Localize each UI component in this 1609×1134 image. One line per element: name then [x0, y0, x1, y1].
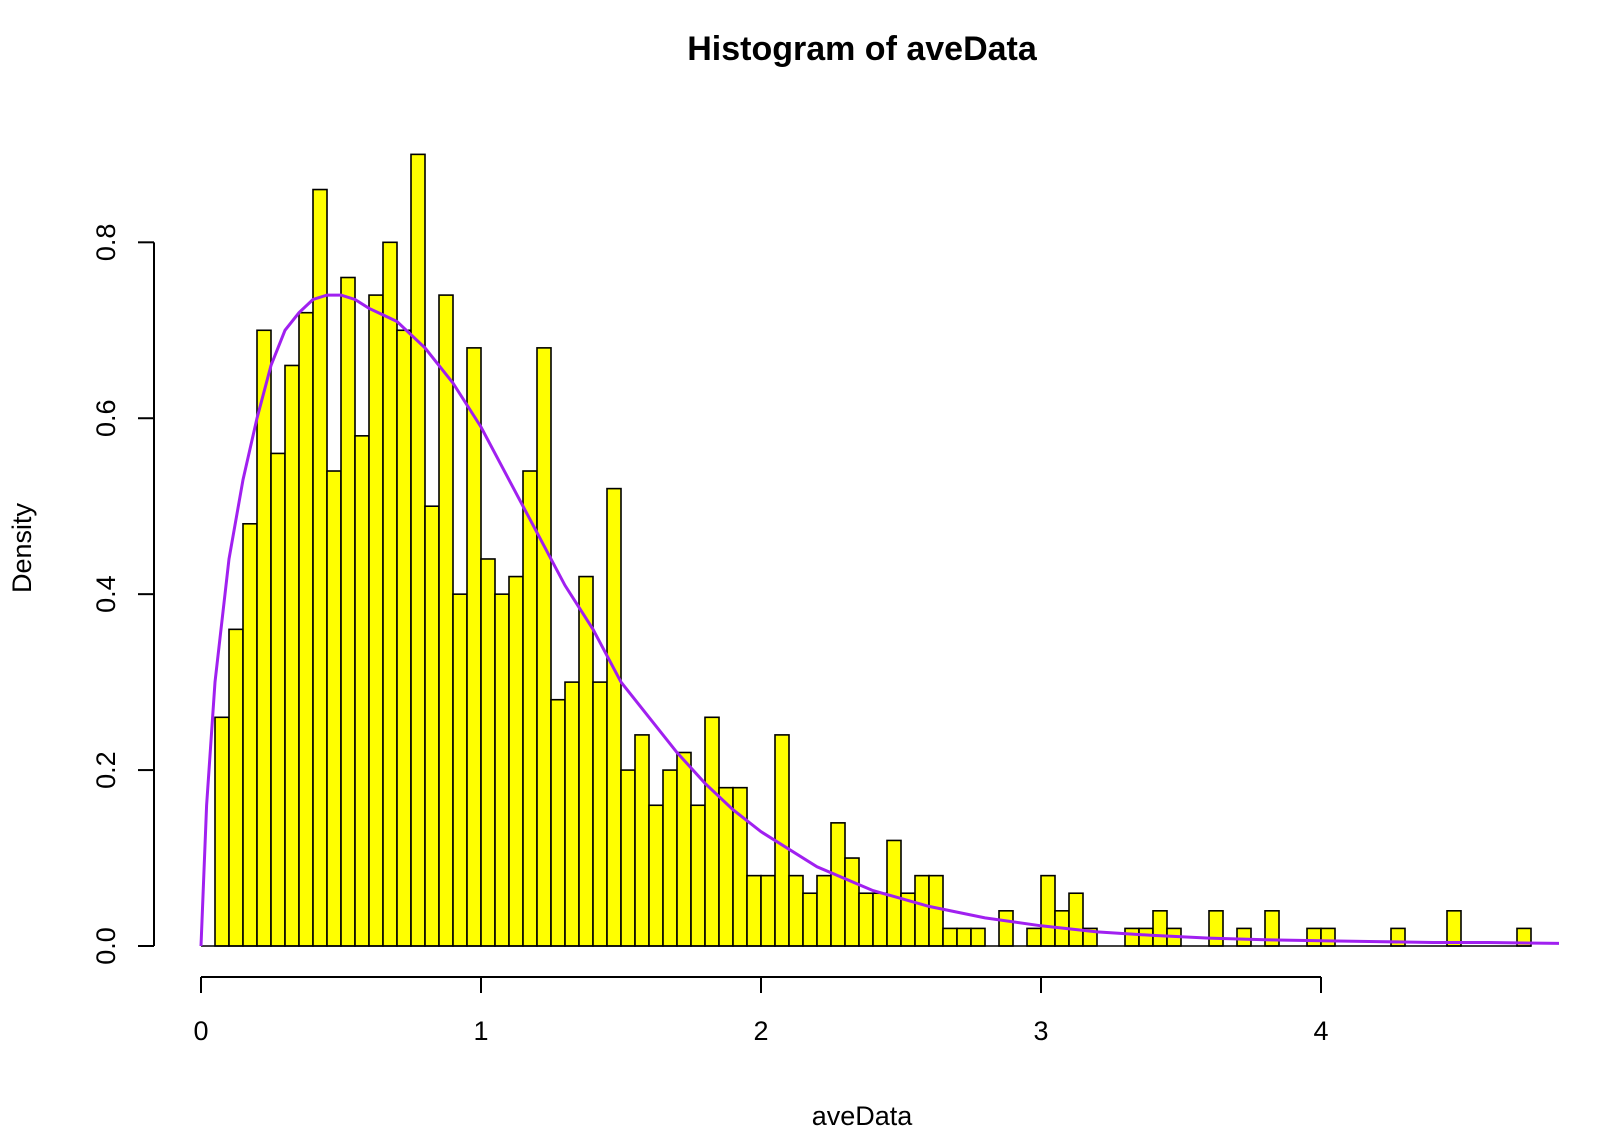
histogram-bar — [326, 470, 342, 947]
y-tick-label: 0.8 — [91, 224, 121, 262]
histogram-bar — [256, 329, 272, 947]
histogram-bar — [760, 874, 776, 947]
histogram-bar — [438, 294, 454, 947]
histogram-bar — [942, 927, 958, 947]
histogram-bar — [718, 786, 734, 947]
histogram-bar — [564, 681, 580, 947]
histogram-bar — [242, 522, 258, 947]
histogram-bar — [1068, 892, 1084, 947]
x-tick-label: 1 — [473, 1016, 488, 1046]
histogram-bar — [830, 822, 846, 947]
histogram-bar — [452, 593, 468, 947]
histogram-bar — [480, 558, 496, 947]
histogram-bar — [634, 734, 650, 947]
histogram-bar — [662, 769, 678, 947]
histogram-bar — [494, 593, 510, 947]
histogram-bar — [956, 927, 972, 947]
histogram-bar — [1040, 874, 1056, 947]
histogram-bar — [1320, 927, 1336, 947]
histogram-bar — [1236, 927, 1252, 947]
histogram-bar — [970, 927, 986, 947]
histogram-bar — [1208, 910, 1224, 947]
histogram-bar — [270, 452, 286, 947]
histogram-bar — [284, 364, 300, 947]
histogram-bar — [354, 435, 370, 947]
histogram-bar — [816, 874, 832, 947]
histogram-bar — [466, 347, 482, 947]
histogram-bar — [886, 839, 902, 947]
histogram-bar — [802, 892, 818, 947]
histogram-bar — [872, 892, 888, 947]
histogram-bar — [914, 874, 930, 947]
histogram-bar — [508, 575, 524, 947]
histogram-bar — [522, 470, 538, 947]
histogram-bar — [1138, 927, 1154, 947]
histogram-bar — [382, 241, 398, 947]
density-curve — [199, 293, 1560, 947]
histogram-bar — [424, 505, 440, 947]
y-tick-label: 0.2 — [91, 751, 121, 789]
x-axis: 0 1 2 3 4 — [193, 976, 1329, 1046]
histogram-bar — [844, 857, 860, 947]
histogram-bar — [620, 769, 636, 947]
y-tick-label: 0.0 — [91, 927, 121, 965]
histogram-bars — [201, 153, 1532, 947]
x-tick-label: 3 — [1033, 1016, 1048, 1046]
y-axis: 0.0 0.2 0.4 0.6 0.8 — [91, 224, 155, 965]
histogram-bar — [410, 153, 426, 947]
histogram-bar — [228, 628, 244, 947]
histogram-bar — [606, 487, 622, 947]
histogram-bar — [312, 188, 328, 947]
x-tick-label: 4 — [1313, 1016, 1328, 1046]
histogram-bar — [550, 698, 566, 947]
x-tick-label: 2 — [753, 1016, 768, 1046]
histogram-bar — [214, 716, 230, 947]
histogram-bar — [928, 874, 944, 947]
histogram-bar — [396, 329, 412, 947]
histogram-bar — [704, 716, 720, 947]
histogram-bar — [1446, 910, 1462, 947]
histogram-bar — [578, 575, 594, 947]
histogram-bar — [340, 276, 356, 947]
y-tick-label: 0.6 — [91, 399, 121, 437]
histogram-bar — [676, 751, 692, 947]
histogram-bar — [690, 804, 706, 947]
histogram-bar — [648, 804, 664, 947]
histogram-bar — [1026, 927, 1042, 947]
histogram-bar — [858, 892, 874, 947]
x-tick-label: 0 — [193, 1016, 208, 1046]
histogram-bar — [1152, 910, 1168, 947]
histogram-bar — [788, 874, 804, 947]
histogram-bar — [368, 294, 384, 947]
y-tick-label: 0.4 — [91, 575, 121, 613]
histogram-bar — [298, 311, 314, 947]
histogram-bar — [1124, 927, 1140, 947]
histogram-bar — [746, 874, 762, 947]
y-axis-label: Density — [7, 502, 37, 593]
histogram-bar — [536, 347, 552, 947]
histogram-bar — [592, 681, 608, 947]
chart-title: Histogram of aveData — [687, 30, 1038, 68]
histogram-bar — [998, 910, 1014, 947]
histogram-bar — [1306, 927, 1322, 947]
x-axis-label: aveData — [812, 1101, 914, 1131]
